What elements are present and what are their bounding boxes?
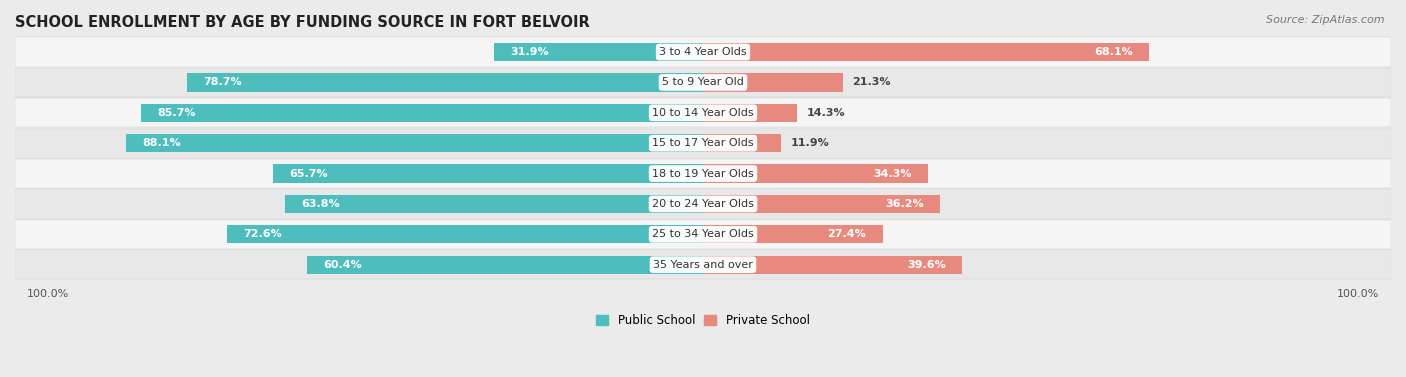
Bar	[15, 220, 1391, 249]
Bar	[15, 68, 1391, 97]
Text: 72.6%: 72.6%	[243, 229, 283, 239]
Text: 14.3%: 14.3%	[807, 108, 845, 118]
Bar	[703, 164, 928, 183]
Bar	[703, 73, 842, 92]
Text: 85.7%: 85.7%	[157, 108, 197, 118]
Bar	[703, 225, 883, 244]
Text: 88.1%: 88.1%	[142, 138, 181, 148]
Bar	[15, 250, 1391, 279]
Bar	[228, 225, 703, 244]
Text: SCHOOL ENROLLMENT BY AGE BY FUNDING SOURCE IN FORT BELVOIR: SCHOOL ENROLLMENT BY AGE BY FUNDING SOUR…	[15, 15, 589, 30]
Text: 78.7%: 78.7%	[204, 77, 242, 87]
Text: 27.4%: 27.4%	[827, 229, 866, 239]
Bar	[15, 37, 1391, 67]
Text: 60.4%: 60.4%	[323, 260, 363, 270]
Bar	[703, 104, 797, 122]
Bar	[273, 164, 703, 183]
Bar	[15, 159, 1391, 188]
Legend: Public School, Private School: Public School, Private School	[593, 312, 813, 329]
Text: 68.1%: 68.1%	[1094, 47, 1133, 57]
Bar	[15, 129, 1391, 158]
Bar	[285, 195, 703, 213]
Text: 5 to 9 Year Old: 5 to 9 Year Old	[662, 77, 744, 87]
Bar	[703, 43, 1149, 61]
Text: 10 to 14 Year Olds: 10 to 14 Year Olds	[652, 108, 754, 118]
Text: 39.6%: 39.6%	[907, 260, 946, 270]
Bar	[125, 134, 703, 152]
Text: 36.2%: 36.2%	[886, 199, 924, 209]
Text: 3 to 4 Year Olds: 3 to 4 Year Olds	[659, 47, 747, 57]
Bar	[703, 195, 941, 213]
Bar	[142, 104, 703, 122]
Bar	[308, 256, 703, 274]
Text: 31.9%: 31.9%	[510, 47, 548, 57]
Text: 15 to 17 Year Olds: 15 to 17 Year Olds	[652, 138, 754, 148]
Bar	[703, 134, 780, 152]
Bar	[703, 256, 963, 274]
Text: Source: ZipAtlas.com: Source: ZipAtlas.com	[1267, 15, 1385, 25]
Text: 63.8%: 63.8%	[301, 199, 340, 209]
Bar	[494, 43, 703, 61]
Text: 21.3%: 21.3%	[852, 77, 891, 87]
Bar	[187, 73, 703, 92]
Text: 18 to 19 Year Olds: 18 to 19 Year Olds	[652, 169, 754, 179]
Bar	[15, 98, 1391, 127]
Text: 25 to 34 Year Olds: 25 to 34 Year Olds	[652, 229, 754, 239]
Bar	[15, 189, 1391, 219]
Text: 35 Years and over: 35 Years and over	[652, 260, 754, 270]
Text: 34.3%: 34.3%	[873, 169, 911, 179]
Text: 20 to 24 Year Olds: 20 to 24 Year Olds	[652, 199, 754, 209]
Text: 11.9%: 11.9%	[790, 138, 830, 148]
Text: 65.7%: 65.7%	[288, 169, 328, 179]
